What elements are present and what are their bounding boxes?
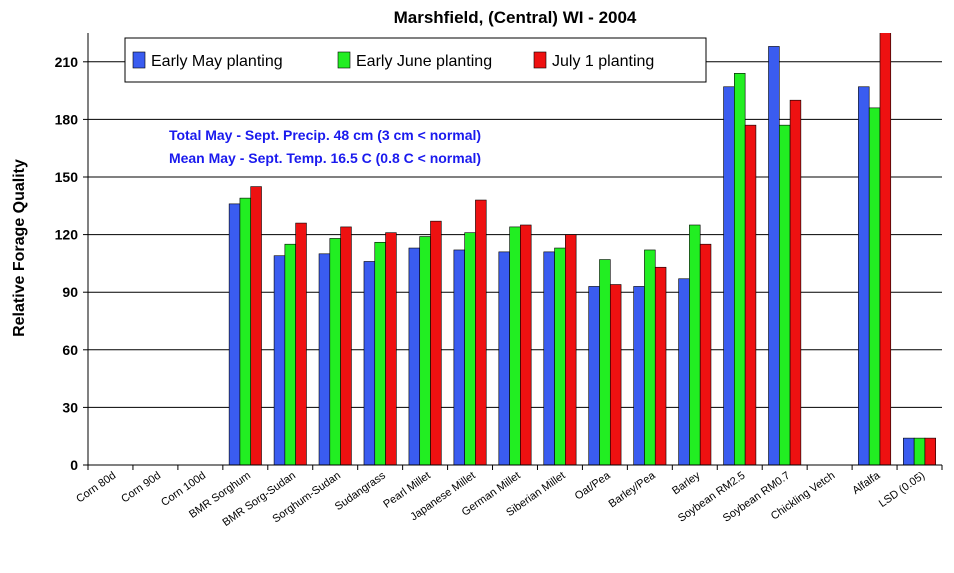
bar bbox=[554, 247, 566, 465]
y-tick-label: 60 bbox=[62, 342, 78, 358]
bar bbox=[609, 284, 622, 465]
bar bbox=[430, 220, 442, 465]
annotation: Mean May - Sept. Temp. 16.5 C (0.8 C < n… bbox=[169, 150, 481, 166]
bar bbox=[699, 243, 712, 465]
legend-label: Early June planting bbox=[356, 53, 492, 70]
bar bbox=[385, 232, 397, 465]
bar bbox=[768, 46, 780, 465]
bar bbox=[250, 186, 262, 465]
x-tick-label: Corn 80d bbox=[74, 470, 118, 506]
annotation: Total May - Sept. Precip. 48 cm (3 cm < … bbox=[169, 127, 481, 143]
bar bbox=[654, 266, 667, 465]
bar bbox=[239, 197, 252, 465]
legend-box bbox=[124, 37, 707, 83]
y-tick-label: 90 bbox=[62, 284, 78, 300]
x-tick-label: Barley bbox=[670, 469, 703, 497]
y-tick-label: 30 bbox=[62, 399, 78, 415]
y-tick-label: 150 bbox=[55, 169, 79, 185]
y-tick-label: 210 bbox=[55, 54, 79, 70]
x-tick-label: Alfalfa bbox=[850, 469, 883, 497]
bar bbox=[879, 33, 892, 465]
bar bbox=[340, 226, 352, 465]
legend-swatch bbox=[337, 51, 351, 69]
bar bbox=[588, 286, 600, 465]
bar bbox=[419, 236, 431, 465]
bar bbox=[599, 259, 611, 465]
bar bbox=[789, 99, 802, 465]
x-tick-label: Barley/Pea bbox=[607, 469, 659, 510]
bar bbox=[498, 251, 510, 465]
bar bbox=[858, 86, 870, 465]
x-tick-label: LSD (0.05) bbox=[877, 470, 927, 510]
legend-swatch bbox=[132, 51, 146, 69]
bar bbox=[689, 224, 701, 465]
bar bbox=[633, 286, 645, 465]
bar bbox=[374, 241, 386, 465]
legend-swatch bbox=[533, 51, 547, 69]
bar bbox=[329, 238, 341, 465]
bar bbox=[723, 86, 735, 465]
chart-title: Marshfield, (Central) WI - 2004 bbox=[394, 8, 637, 27]
bar bbox=[295, 222, 307, 465]
bar bbox=[868, 107, 881, 465]
bar bbox=[464, 232, 476, 465]
legend-label: July 1 planting bbox=[552, 53, 654, 70]
bar bbox=[284, 243, 296, 465]
bar bbox=[273, 255, 286, 465]
bar bbox=[228, 203, 241, 465]
bar bbox=[509, 226, 521, 465]
bar bbox=[644, 249, 656, 465]
legend-label: Early May planting bbox=[151, 53, 283, 70]
bar bbox=[778, 124, 791, 465]
bar bbox=[318, 253, 331, 465]
bar bbox=[734, 73, 746, 465]
bar bbox=[363, 261, 376, 465]
bar bbox=[565, 234, 577, 465]
x-tick-label: Oat/Pea bbox=[573, 469, 614, 502]
bar bbox=[543, 251, 555, 465]
y-tick-label: 0 bbox=[70, 457, 78, 473]
plot-area bbox=[228, 33, 937, 465]
x-tick-label: Sudangrass bbox=[333, 469, 388, 513]
bar bbox=[520, 224, 532, 465]
bar bbox=[924, 437, 937, 465]
bar bbox=[408, 247, 421, 465]
y-tick-label: 180 bbox=[55, 111, 79, 127]
bar bbox=[903, 437, 915, 465]
bar bbox=[453, 249, 465, 465]
y-axis-label: Relative Forage Quality bbox=[11, 159, 28, 337]
bar bbox=[475, 199, 487, 465]
y-tick-label: 120 bbox=[55, 227, 79, 243]
bar bbox=[913, 437, 926, 465]
bar bbox=[744, 124, 757, 465]
x-tick-label: Corn 90d bbox=[119, 470, 163, 506]
bar bbox=[678, 278, 690, 465]
